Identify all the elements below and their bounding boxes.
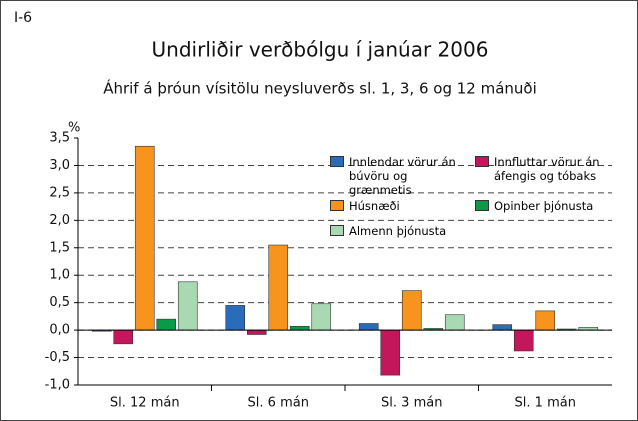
- legend-label: Innlendar vörur án búvöru og grænmetis: [349, 155, 456, 197]
- y-axis-label: %: [68, 121, 80, 136]
- bar: [177, 281, 198, 331]
- legend-swatch: [475, 200, 489, 211]
- legend-swatch: [330, 200, 344, 211]
- y-tick-label: 2,0: [49, 213, 70, 228]
- bar: [492, 324, 513, 331]
- y-tick-label: 0,0: [49, 323, 70, 338]
- y-tick-label: -0,5: [45, 350, 70, 365]
- bar: [156, 318, 177, 331]
- legend-swatch: [330, 156, 344, 167]
- y-tick-label: 1,5: [49, 240, 70, 255]
- legend-swatch: [330, 225, 344, 236]
- bar: [513, 329, 534, 352]
- legend-label: Almenn þjónusta: [349, 224, 447, 238]
- bar: [289, 325, 310, 331]
- legend-item: Opinber þjónusta: [475, 199, 605, 213]
- x-tick-label: Sl. 1 mán: [515, 396, 576, 411]
- bar: [134, 145, 155, 331]
- legend-item: Húsnæði: [330, 199, 465, 213]
- legend-item: Innfluttar vörur án áfengis og tóbaks: [475, 155, 605, 183]
- y-tick-label: 1,0: [49, 268, 70, 283]
- legend-label: Húsnæði: [349, 199, 400, 213]
- x-tick-label: Sl. 12 mán: [110, 396, 180, 411]
- bar: [535, 310, 556, 331]
- y-tick-label: 0,5: [49, 295, 70, 310]
- bar: [225, 305, 246, 331]
- chart-title: Undirliðir verðbólgu í janúar 2006: [152, 38, 489, 62]
- bar: [113, 329, 134, 345]
- legend-label: Opinber þjónusta: [494, 199, 594, 213]
- legend-item: Innlendar vörur án búvöru og grænmetis: [330, 155, 465, 197]
- y-tick-label: -1,0: [45, 378, 70, 393]
- x-tick-label: Sl. 6 mán: [248, 396, 309, 411]
- figure-label: I-6: [14, 10, 32, 26]
- y-tick-label: 3,5: [49, 131, 70, 146]
- y-tick-label: 2,5: [49, 185, 70, 200]
- bar: [268, 244, 289, 331]
- chart-subtitle: Áhrif á þróun vísitölu neysluverðs sl. 1…: [103, 79, 537, 98]
- legend-swatch: [475, 156, 489, 167]
- bar: [246, 329, 267, 335]
- bar: [444, 314, 465, 331]
- legend-label: Innfluttar vörur án áfengis og tóbaks: [494, 155, 600, 183]
- x-tick-label: Sl. 3 mán: [381, 396, 442, 411]
- bar: [380, 329, 401, 376]
- bar: [358, 323, 379, 331]
- bar: [311, 303, 332, 331]
- y-tick-label: 3,0: [49, 158, 70, 173]
- legend-item: Almenn þjónusta: [330, 224, 465, 238]
- bar: [401, 290, 422, 331]
